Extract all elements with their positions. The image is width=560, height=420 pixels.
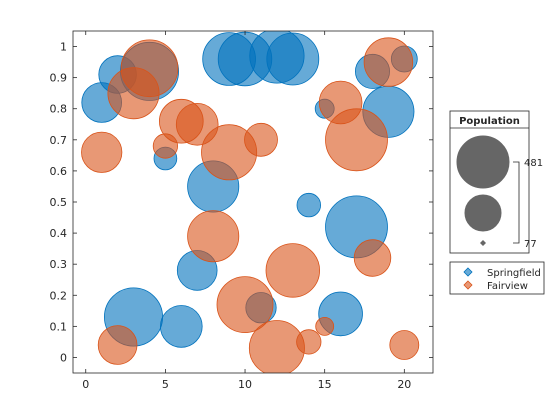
fairview-bubble	[315, 316, 335, 336]
fairview-bubble	[353, 239, 392, 277]
y-tick-label: 0.8	[50, 103, 68, 116]
bubble-legend-bracket	[513, 161, 520, 244]
bubble-legend-large	[456, 135, 510, 189]
x-tick-label: 15	[318, 378, 332, 391]
fairview-bubble	[244, 122, 278, 157]
fairview-bubble	[363, 37, 414, 87]
series-fairview	[81, 37, 420, 373]
y-tick-label: 1	[60, 41, 67, 54]
legend-marker-springfield	[463, 267, 473, 277]
fairview-bubble	[120, 39, 179, 98]
y-tick-label: 0.6	[50, 165, 68, 178]
springfield-bubble	[296, 192, 322, 218]
bubble-legend-max-label: 481	[524, 158, 543, 169]
legend-label-springfield: Springfield	[487, 268, 541, 279]
y-tick-label: 0.2	[50, 289, 68, 302]
y-tick-label: 0.3	[50, 258, 68, 271]
fairview-bubble	[296, 329, 322, 355]
y-tick-label: 0.5	[50, 196, 68, 209]
bubble-legend-min-label: 77	[524, 239, 537, 250]
series-legend-box	[449, 261, 545, 295]
fairview-bubble	[325, 108, 388, 172]
bubble-legend-small	[480, 240, 486, 246]
y-tick-label: 0.9	[50, 72, 68, 85]
series-springfield	[81, 31, 418, 348]
fairview-bubble	[389, 330, 420, 360]
x-tick-label: 10	[238, 378, 252, 391]
springfield-bubble	[160, 305, 203, 348]
springfield-bubble	[266, 32, 320, 86]
plot-area: 0 5 10 15 20 0 0.1 0.2 0.3 0.4 0.5 0.6 0.7 0.8 0.9 1	[50, 30, 434, 391]
legend-label-fairview: Fairview	[487, 281, 528, 292]
legend-marker-fairview	[463, 280, 473, 290]
x-tick-label: 20	[397, 378, 411, 391]
bubble-legend-title: Population	[459, 116, 520, 127]
fairview-bubble	[248, 320, 305, 373]
legend-area: Population 481 77 Springfield Fairview	[449, 110, 545, 295]
fairview-bubble	[97, 325, 138, 365]
fairview-bubble	[81, 131, 123, 173]
x-tick-label: 5	[162, 378, 169, 391]
fairview-bubble	[187, 210, 240, 263]
fairview-bubble	[216, 276, 274, 334]
bubble-layer	[81, 31, 420, 373]
bubble-legend-medium	[464, 194, 502, 232]
fairview-bubble	[265, 243, 320, 298]
x-tick-label: 0	[82, 378, 89, 391]
y-tick-label: 0.1	[50, 320, 68, 333]
y-axis: 0 0.1 0.2 0.3 0.4 0.5 0.6 0.7 0.8 0.9 1	[50, 41, 433, 364]
y-tick-label: 0	[60, 351, 67, 364]
x-axis: 0 5 10 15 20	[82, 31, 411, 391]
y-tick-label: 0.4	[50, 227, 68, 240]
y-tick-label: 0.7	[50, 134, 68, 147]
